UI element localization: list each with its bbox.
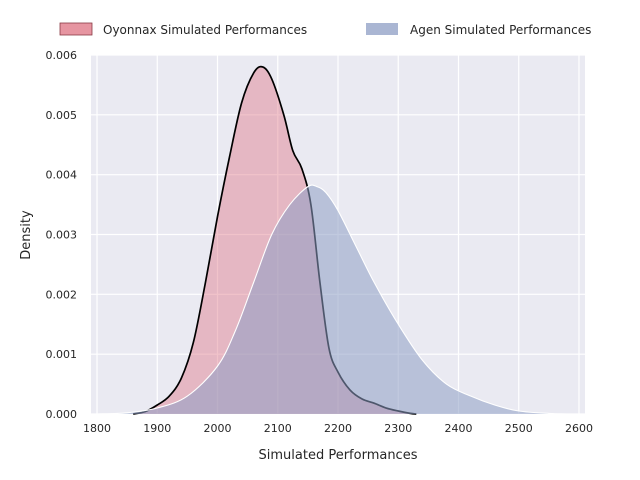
x-tick-label: 2200	[324, 422, 352, 435]
x-tick-label: 1800	[83, 422, 111, 435]
legend-label-agen: Agen Simulated Performances	[410, 23, 591, 37]
series-1-line	[96, 184, 567, 415]
y-tick-label: 0.006	[46, 49, 78, 62]
y-axis-title: Density	[19, 210, 34, 260]
x-axis-title: Simulated Performances	[259, 448, 418, 463]
x-axis-ticks: 1800 1900 2000 2100 2200 2300 2400 2500 2600	[83, 422, 593, 435]
y-axis-ticks: 0.000 0.001 0.002 0.003 0.004 0.005 0.006	[46, 49, 78, 421]
x-tick-label: 2300	[384, 422, 412, 435]
y-tick-label: 0.000	[46, 408, 78, 421]
legend-swatch-agen	[366, 23, 398, 35]
legend-swatch-oyonnax	[59, 22, 93, 36]
y-tick-label: 0.003	[46, 229, 78, 242]
y-tick-label: 0.004	[46, 169, 78, 182]
x-tick-label: 2100	[264, 422, 292, 435]
series-1-area	[97, 185, 567, 414]
y-tick-label: 0.002	[46, 288, 78, 301]
x-tick-label: 2400	[444, 422, 472, 435]
legend: Oyonnax Simulated Performances Agen Simu…	[59, 22, 591, 37]
density-areas	[96, 65, 567, 415]
x-tick-label: 1900	[143, 422, 171, 435]
x-tick-label: 2500	[505, 422, 533, 435]
y-tick-label: 0.005	[46, 109, 78, 122]
y-tick-label: 0.001	[46, 348, 78, 361]
x-tick-label: 2600	[565, 422, 593, 435]
legend-label-oyonnax: Oyonnax Simulated Performances	[103, 23, 307, 37]
x-tick-label: 2000	[204, 422, 232, 435]
